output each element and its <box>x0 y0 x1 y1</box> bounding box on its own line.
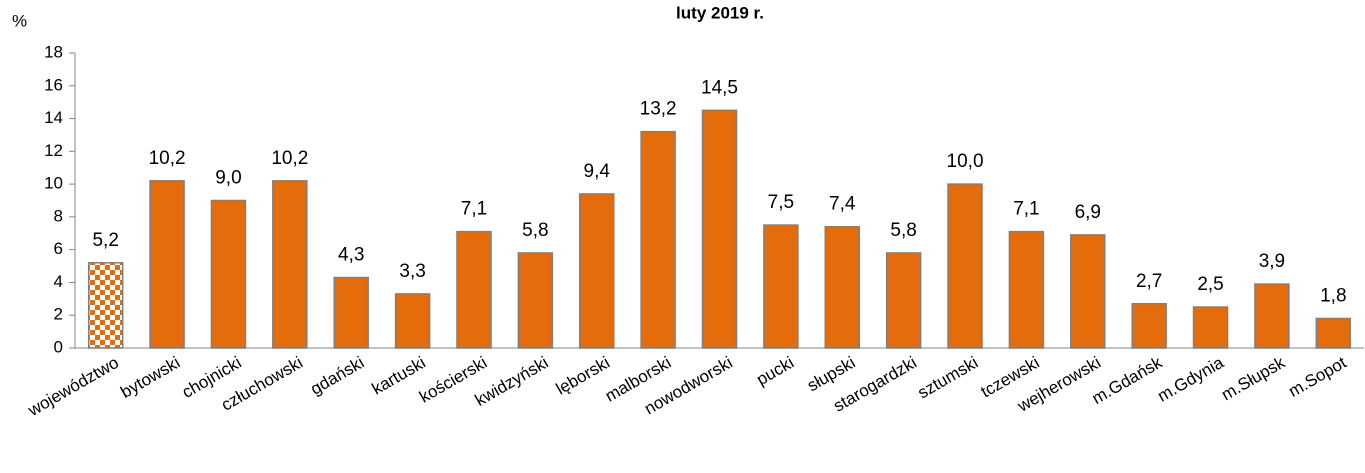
data-label: 7,5 <box>768 192 794 213</box>
bar <box>1192 306 1229 349</box>
data-label: 9,0 <box>215 168 241 189</box>
data-label: 7,1 <box>461 199 487 220</box>
y-tick-label: 6 <box>54 239 63 258</box>
data-label: 2,7 <box>1136 271 1162 292</box>
bar <box>578 193 615 349</box>
y-tick-label: 4 <box>54 272 63 291</box>
data-label: 7,1 <box>1013 199 1039 220</box>
bar <box>210 199 247 349</box>
x-tick-label: województwo <box>24 353 122 421</box>
data-label: 9,4 <box>584 161 611 182</box>
bar <box>272 180 308 349</box>
bar <box>517 252 554 349</box>
bar <box>947 183 983 349</box>
bar <box>1008 230 1045 349</box>
x-tick-label: m.Słupsk <box>1218 353 1288 405</box>
x-tick-label: bytowski <box>117 353 183 402</box>
bar <box>640 130 676 349</box>
x-tick-label: sztumski <box>915 353 982 403</box>
y-tick-label: 10 <box>44 174 63 193</box>
data-label: 2,5 <box>1197 274 1223 295</box>
y-tick-label: 18 <box>44 42 63 61</box>
bar <box>333 276 369 349</box>
bar <box>87 262 124 349</box>
y-tick-label: 0 <box>54 337 63 356</box>
bar <box>1254 283 1290 349</box>
y-tick-label: 16 <box>44 75 63 94</box>
data-label: 1,8 <box>1320 286 1346 307</box>
data-label: 7,4 <box>829 194 856 215</box>
data-label: 10,0 <box>947 151 984 172</box>
data-label: 3,3 <box>399 261 425 282</box>
data-label: 5,2 <box>92 230 118 251</box>
y-tick-label: 14 <box>44 108 63 127</box>
data-label: 4,3 <box>338 245 364 266</box>
bar <box>763 224 799 349</box>
data-label: 6,9 <box>1075 202 1101 223</box>
bar <box>394 293 431 349</box>
bar <box>1315 317 1352 349</box>
y-tick-label: 2 <box>54 305 63 324</box>
x-tick-label: pucki <box>753 353 797 389</box>
data-label: 14,5 <box>701 77 738 98</box>
y-tick-label: 12 <box>44 141 63 160</box>
bar <box>1131 303 1167 349</box>
data-label: 10,2 <box>271 148 308 169</box>
bar <box>701 109 738 349</box>
chart-title: luty 2019 r. <box>676 3 764 22</box>
data-label: 5,8 <box>522 220 548 241</box>
bar <box>885 252 922 349</box>
bar <box>1070 234 1106 349</box>
x-tick-label: m.Gdańsk <box>1089 353 1166 408</box>
bar <box>149 180 185 349</box>
data-label: 5,8 <box>890 220 916 241</box>
y-axis-label: % <box>12 11 27 30</box>
bar <box>456 230 492 349</box>
x-tick-label: m.Gdynia <box>1154 353 1227 406</box>
data-label: 3,9 <box>1259 251 1285 272</box>
data-label: 10,2 <box>149 148 186 169</box>
bar <box>824 225 861 349</box>
x-tick-label: m.Sopot <box>1285 353 1350 401</box>
data-label: 13,2 <box>640 99 677 120</box>
y-tick-label: 8 <box>54 206 63 225</box>
x-tick-label: gdański <box>307 353 367 399</box>
